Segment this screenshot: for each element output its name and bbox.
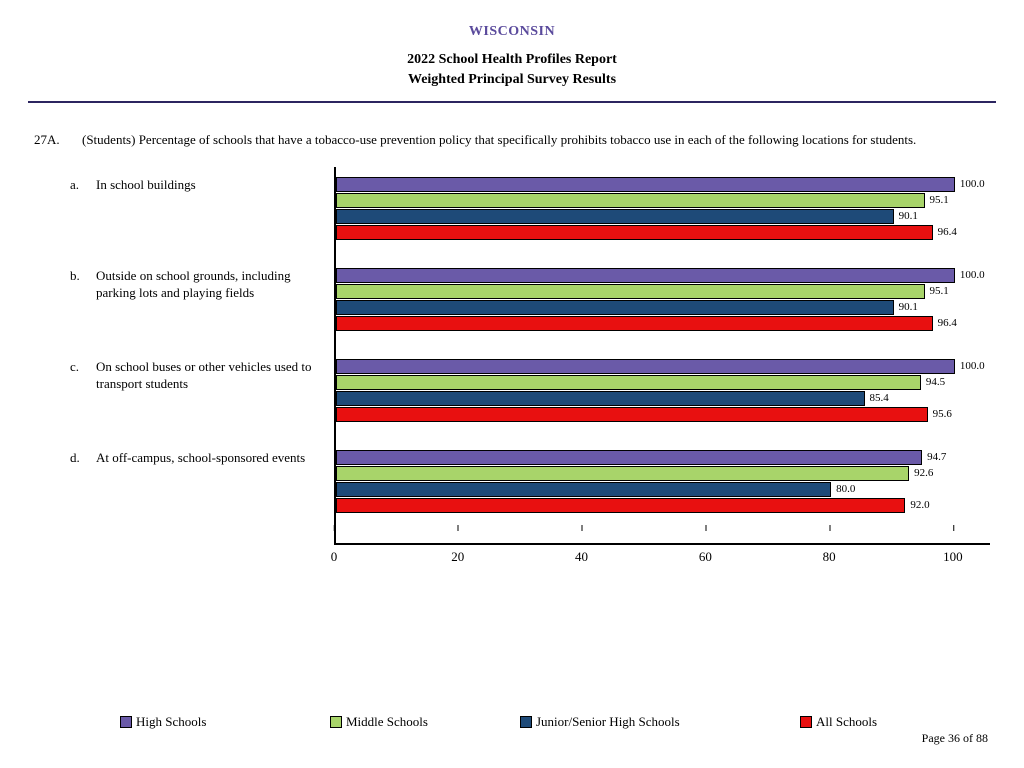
group-text: On school buses or other vehicles used t… [96,359,320,393]
bar-row: 95.6 [336,407,990,422]
bar-set: 94.792.680.092.0 [336,450,990,514]
bar-row: 100.0 [336,268,990,283]
bar-value-label: 90.1 [893,301,918,313]
bar-value-label: 92.0 [904,499,929,511]
bar-value-label: 100.0 [954,269,985,281]
bar-value-label: 96.4 [932,226,957,238]
bar-value-label: 85.4 [864,392,889,404]
bar-set: 100.095.190.196.4 [336,268,990,332]
bar: 94.7 [336,450,922,465]
bar: 95.1 [336,284,925,299]
title-line-1: 2022 School Health Profiles Report [407,52,617,67]
bar-value-label: 95.6 [927,408,952,420]
legend-item: All Schools [800,714,877,730]
bar-row: 96.4 [336,225,990,240]
bar-row: 96.4 [336,316,990,331]
bar: 92.6 [336,466,909,481]
group-letter: d. [70,450,96,467]
bar-value-label: 80.0 [830,483,855,495]
title-line-2: Weighted Principal Survey Results [408,72,616,87]
x-ticks: 0 20 40 60 80 100 [334,549,990,569]
legend-item: High Schools [120,714,206,730]
question-number: 27A. [34,131,82,149]
legend-swatch [520,716,532,728]
bar-row: 95.1 [336,284,990,299]
group-text: Outside on school grounds, including par… [96,268,320,302]
group-text: At off-campus, school-sponsored events [96,450,320,467]
bar-row: 85.4 [336,391,990,406]
chart-group: c.On school buses or other vehicles used… [34,359,990,422]
group-letter: a. [70,177,96,194]
chart-group: a.In school buildings100.095.190.196.4 [34,177,990,240]
bar-value-label: 95.1 [924,194,949,206]
legend-swatch [800,716,812,728]
bar: 90.1 [336,209,894,224]
bar: 90.1 [336,300,894,315]
report-header: WISCONSIN 2022 School Health Profiles Re… [0,0,1024,89]
header-divider [28,101,996,103]
bar: 94.5 [336,375,921,390]
question-text: (Students) Percentage of schools that ha… [82,131,990,149]
legend-item: Junior/Senior High Schools [520,714,680,730]
bar-value-label: 94.5 [920,376,945,388]
bar-value-label: 100.0 [954,178,985,190]
group-letter: c. [70,359,96,393]
question-block: 27A. (Students) Percentage of schools th… [34,131,990,149]
bar-row: 90.1 [336,209,990,224]
bar-row: 92.6 [336,466,990,481]
x-tick-label: 20 [451,549,464,565]
bar-value-label: 96.4 [932,317,957,329]
bar-value-label: 92.6 [908,467,933,479]
x-tick-label: 0 [331,549,338,565]
legend-swatch [120,716,132,728]
bar-value-label: 100.0 [954,360,985,372]
bar-row: 95.1 [336,193,990,208]
legend-label: Junior/Senior High Schools [536,714,680,730]
legend-swatch [330,716,342,728]
bar: 95.1 [336,193,925,208]
bar-row: 94.5 [336,375,990,390]
x-axis [334,543,990,545]
chart-group: b.Outside on school grounds, including p… [34,268,990,331]
bar-row: 80.0 [336,482,990,497]
bar-value-label: 95.1 [924,285,949,297]
legend-item: Middle Schools [330,714,428,730]
page-number: Page 36 of 88 [922,731,988,746]
state-name: WISCONSIN [0,24,1024,40]
bar-row: 90.1 [336,300,990,315]
bar: 100.0 [336,268,955,283]
legend-label: High Schools [136,714,206,730]
bar: 85.4 [336,391,865,406]
legend-label: Middle Schools [346,714,428,730]
bar-value-label: 94.7 [921,451,946,463]
group-text: In school buildings [96,177,320,194]
bar-set: 100.095.190.196.4 [336,177,990,241]
bar-row: 92.0 [336,498,990,513]
bar: 80.0 [336,482,831,497]
bar: 96.4 [336,225,933,240]
bar-chart: 020406080100 a.In school buildings100.09… [34,167,990,587]
bar: 100.0 [336,359,955,374]
bar-row: 94.7 [336,450,990,465]
x-tick-label: 40 [575,549,588,565]
chart-group: d.At off-campus, school-sponsored events… [34,450,990,513]
x-tick-label: 80 [823,549,836,565]
x-tick-label: 60 [699,549,712,565]
x-tick-label: 100 [943,549,963,565]
group-label: a.In school buildings [70,177,320,194]
bar-row: 100.0 [336,177,990,192]
report-title: 2022 School Health Profiles Report Weigh… [0,50,1024,89]
bar-row: 100.0 [336,359,990,374]
bar: 96.4 [336,316,933,331]
group-label: d.At off-campus, school-sponsored events [70,450,320,467]
bar-value-label: 90.1 [893,210,918,222]
group-label: c.On school buses or other vehicles used… [70,359,320,393]
group-letter: b. [70,268,96,302]
bar-set: 100.094.585.495.6 [336,359,990,423]
bar: 92.0 [336,498,905,513]
group-label: b.Outside on school grounds, including p… [70,268,320,302]
bar: 95.6 [336,407,928,422]
legend-label: All Schools [816,714,877,730]
bar: 100.0 [336,177,955,192]
